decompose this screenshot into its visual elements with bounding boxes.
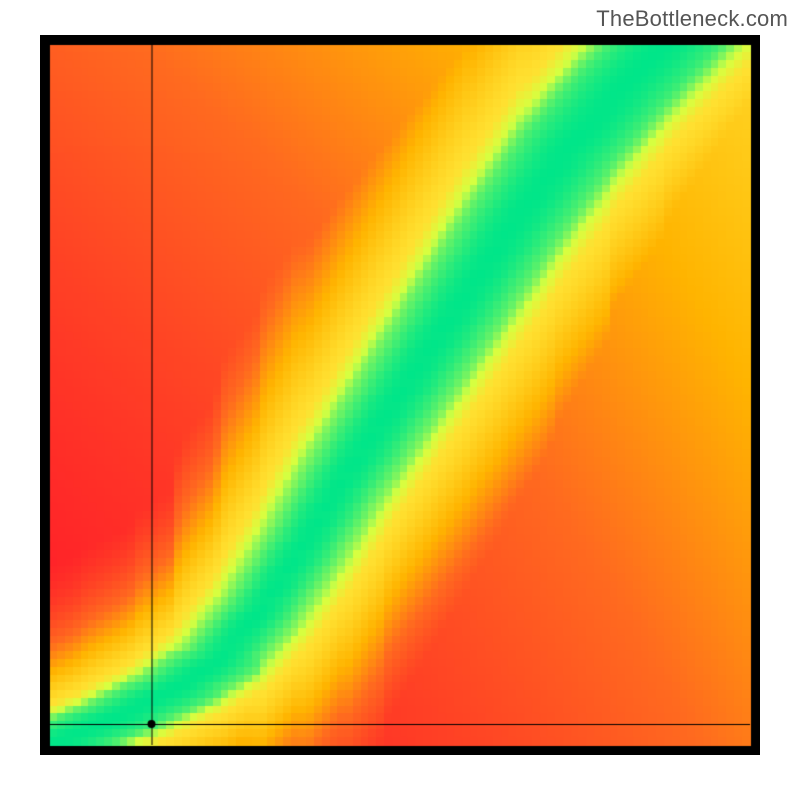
page-root: TheBottleneck.com: [0, 0, 800, 800]
watermark-text: TheBottleneck.com: [596, 6, 788, 32]
heatmap-plot: [40, 35, 760, 755]
heatmap-canvas: [40, 35, 760, 755]
